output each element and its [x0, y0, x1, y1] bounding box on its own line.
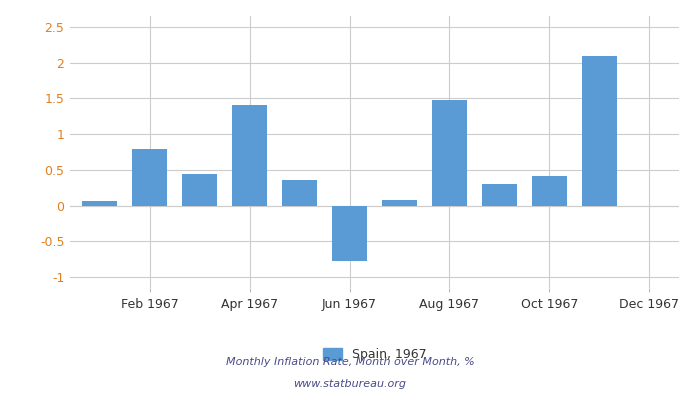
Bar: [232, 106, 267, 206]
Bar: [532, 176, 567, 206]
Text: www.statbureau.org: www.statbureau.org: [293, 379, 407, 389]
Bar: [482, 184, 517, 206]
Bar: [83, 201, 118, 206]
Bar: [582, 56, 617, 206]
Bar: [332, 206, 367, 261]
Legend: Spain, 1967: Spain, 1967: [318, 343, 431, 366]
Bar: [282, 180, 317, 206]
Bar: [382, 200, 417, 206]
Bar: [432, 100, 467, 206]
Bar: [182, 174, 217, 206]
Text: Monthly Inflation Rate, Month over Month, %: Monthly Inflation Rate, Month over Month…: [225, 357, 475, 367]
Bar: [132, 149, 167, 206]
